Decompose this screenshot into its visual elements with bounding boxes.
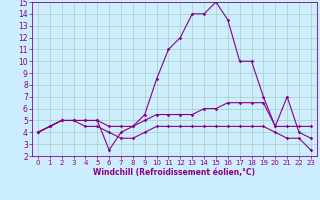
X-axis label: Windchill (Refroidissement éolien,°C): Windchill (Refroidissement éolien,°C) — [93, 168, 255, 177]
